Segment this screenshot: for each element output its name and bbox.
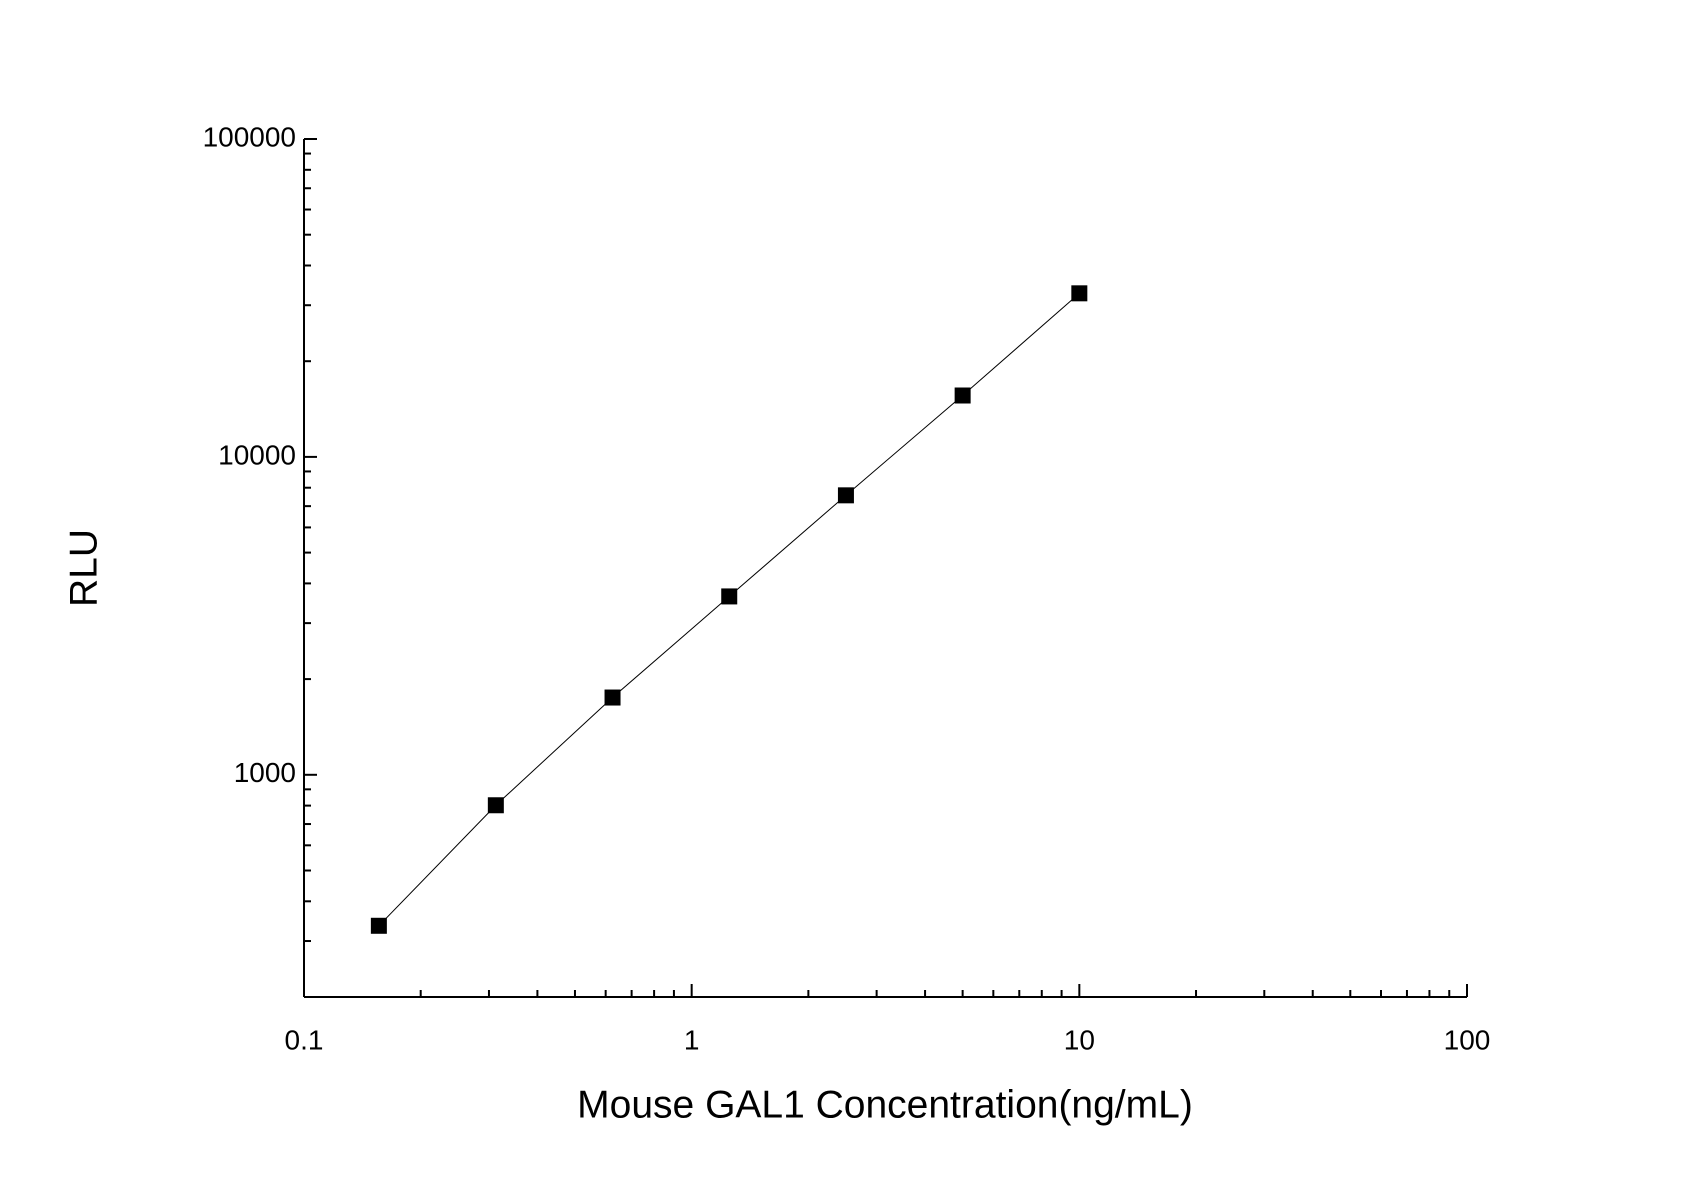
y-tick-label: 100000: [203, 121, 296, 152]
y-tick-label: 10000: [218, 439, 296, 470]
point: [604, 689, 621, 706]
x-tick-label: 10: [1064, 1024, 1095, 1055]
point: [954, 387, 971, 404]
point: [721, 588, 738, 605]
point: [837, 487, 854, 504]
point: [370, 917, 387, 934]
point: [487, 797, 504, 814]
x-axis-title: Mouse GAL1 Concentration(ng/mL): [577, 1083, 1193, 1126]
y-tick-label: 1000: [234, 757, 296, 788]
y-axis-title: RLU: [62, 529, 105, 607]
x-tick-label: 1: [684, 1024, 700, 1055]
x-tick-label: 100: [1444, 1024, 1491, 1055]
fit-line: [378, 292, 1080, 927]
point: [1071, 285, 1088, 302]
x-tick-label: 0.1: [285, 1024, 324, 1055]
